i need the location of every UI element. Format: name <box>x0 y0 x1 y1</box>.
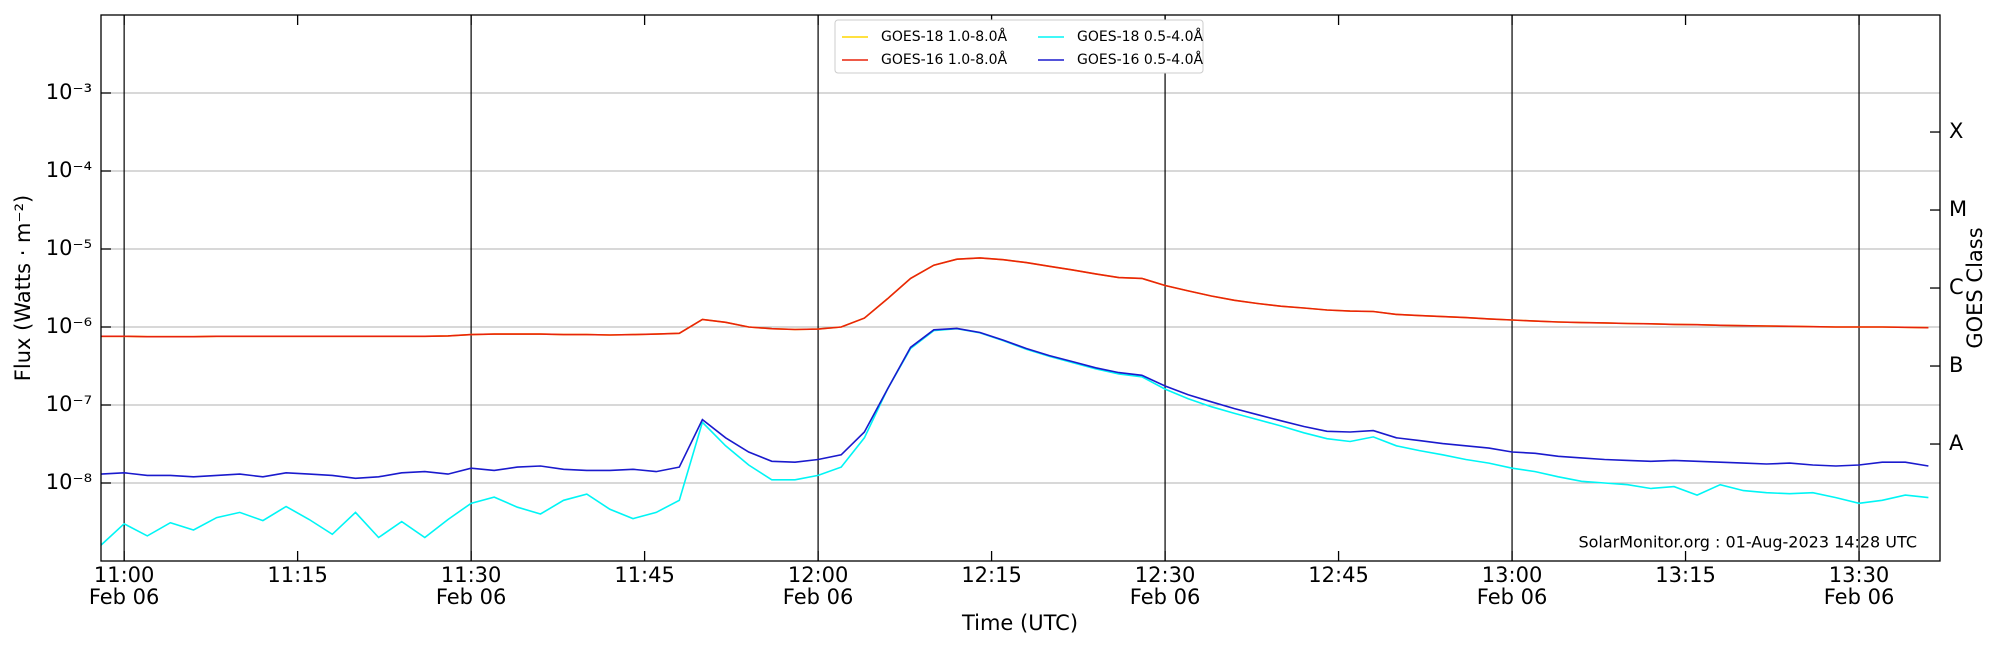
x-tick-label: 12:45 <box>1308 563 1369 587</box>
x-tick-label: 12:00 <box>788 563 849 587</box>
x-tick-label: 13:15 <box>1655 563 1716 587</box>
y2-tick-label: C <box>1949 275 1964 299</box>
x-tick-date: Feb 06 <box>89 585 160 609</box>
y2-tick-label: B <box>1949 353 1963 377</box>
legend-label: GOES-16 1.0-8.0Å <box>881 51 1007 68</box>
series-line <box>101 257 1929 338</box>
y2-tick-label: M <box>1949 197 1967 221</box>
x-tick-date: Feb 06 <box>1477 585 1548 609</box>
y-tick-label: 10⁻⁸ <box>46 470 92 494</box>
annotation: SolarMonitor.org : 01-Aug-2023 14:28 UTC <box>1578 533 1917 552</box>
y2-tick-label: A <box>1949 431 1964 455</box>
x-tick-label: 11:15 <box>267 563 328 587</box>
y-tick-label: 10⁻³ <box>46 80 92 104</box>
x-tick-label: 13:00 <box>1482 563 1543 587</box>
x-tick-date: Feb 06 <box>436 585 507 609</box>
y-tick-label: 10⁻⁴ <box>46 158 92 182</box>
plot-frame <box>100 14 1941 562</box>
series-line <box>101 257 1929 338</box>
y-tick-label: 10⁻⁵ <box>46 236 92 260</box>
x-tick-label: 11:30 <box>441 563 502 587</box>
legend-box <box>834 19 1204 74</box>
legend-label: GOES-16 0.5-4.0Å <box>1077 51 1203 68</box>
x-tick-label: 11:00 <box>94 563 155 587</box>
x-tick-label: 12:30 <box>1135 563 1196 587</box>
x-tick-label: 11:45 <box>614 563 675 587</box>
y2-tick-label: X <box>1949 119 1963 143</box>
x-tick-label: 13:30 <box>1829 563 1890 587</box>
x-axis-label: Time (UTC) <box>961 611 1078 635</box>
legend-label: GOES-18 1.0-8.0Å <box>881 28 1007 45</box>
y-tick-label: 10⁻⁷ <box>46 392 92 416</box>
x-tick-date: Feb 06 <box>1130 585 1201 609</box>
y2-axis-label: GOES Class <box>1963 227 1987 348</box>
x-tick-date: Feb 06 <box>1824 585 1895 609</box>
x-tick-label: 12:15 <box>961 563 1022 587</box>
x-tick-date: Feb 06 <box>783 585 854 609</box>
legend-label: GOES-18 0.5-4.0Å <box>1077 28 1203 45</box>
series-line <box>100 327 1929 546</box>
y-axis-label: Flux (Watts · m⁻²) <box>11 195 35 381</box>
series-line <box>100 327 1929 480</box>
y-tick-label: 10⁻⁶ <box>46 314 92 338</box>
